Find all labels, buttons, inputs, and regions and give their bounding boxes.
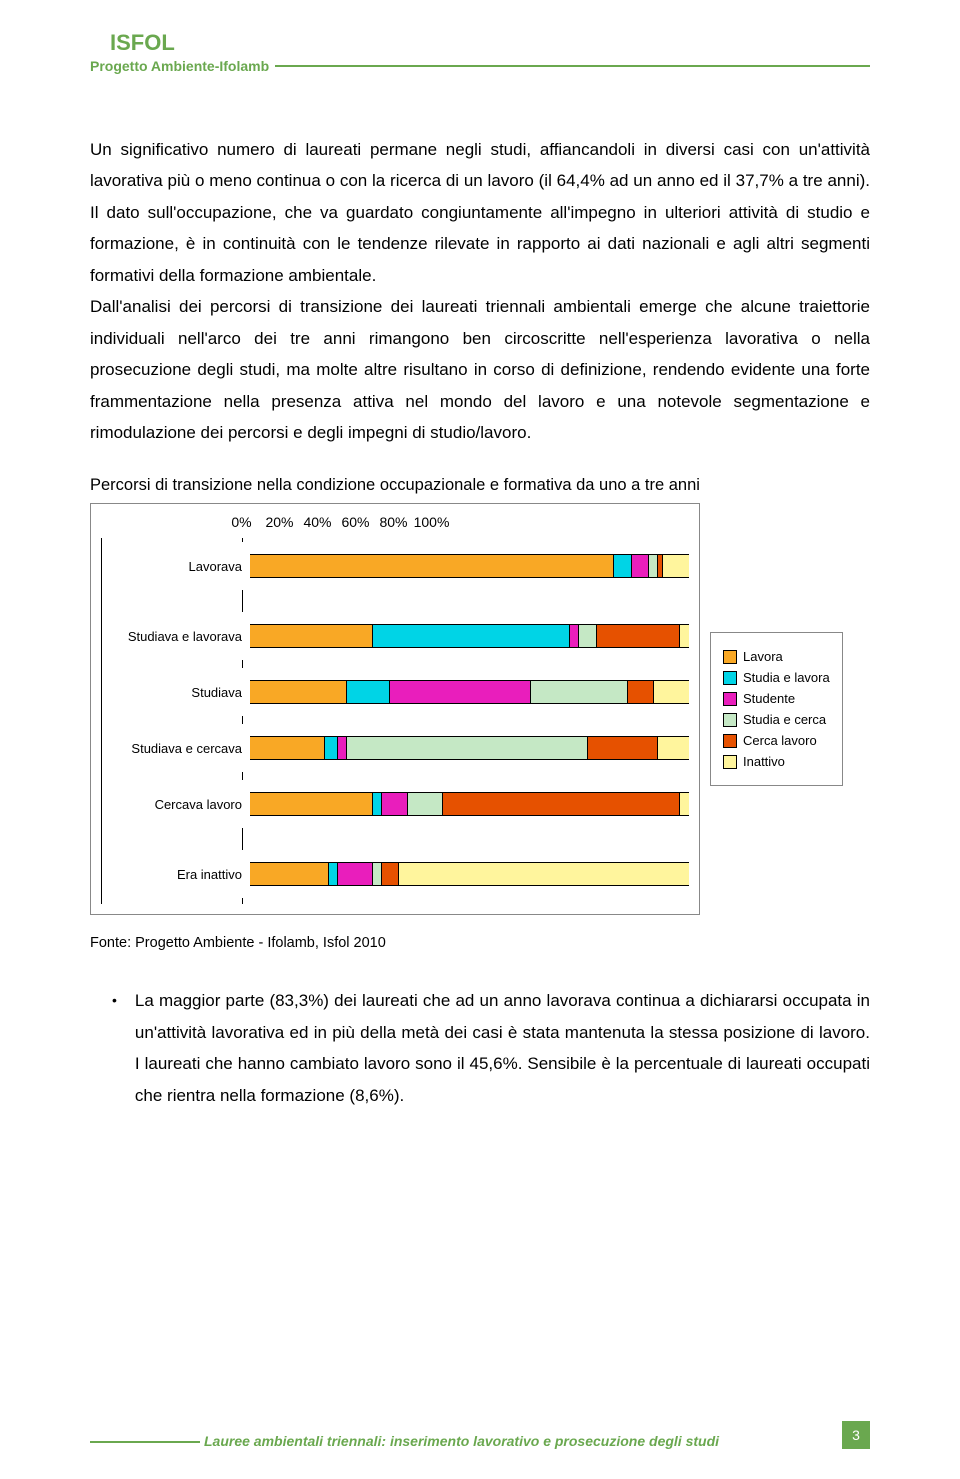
- legend-swatch: [723, 650, 737, 664]
- bullet-item: • La maggior parte (83,3%) dei laureati …: [90, 985, 870, 1111]
- bar-row: Studiava e cercava: [102, 724, 689, 772]
- bar-segment: [531, 681, 628, 703]
- bar-row: Cercava lavoro: [102, 780, 689, 828]
- legend-label: Inattivo: [743, 754, 785, 769]
- bar-segment: [408, 793, 443, 815]
- legend-item: Studente: [723, 691, 830, 706]
- bar-segment: [649, 555, 658, 577]
- bar-segment: [373, 793, 382, 815]
- bar-track: [250, 680, 689, 704]
- axis-tick: 100%: [394, 514, 469, 530]
- footer-rule: [90, 1441, 200, 1443]
- chart-wrap: 0% 20% 40% 60% 80% 100% Lavorava Studiava…: [90, 503, 870, 915]
- chart-box: 0% 20% 40% 60% 80% 100% Lavorava Studiava…: [90, 503, 700, 915]
- bullet-marker: •: [112, 985, 117, 1111]
- chart-title: Percorsi di transizione nella condizione…: [90, 476, 870, 495]
- bar-segment: [347, 737, 588, 759]
- bar-segment: [338, 737, 347, 759]
- plot-area: Lavorava Studiava e lavorava Studiava Studi…: [101, 538, 689, 904]
- x-axis: 0% 20% 40% 60% 80% 100%: [241, 514, 689, 530]
- bar-segment: [579, 625, 597, 647]
- legend-label: Studia e lavora: [743, 670, 830, 685]
- header-title: ISFOL: [110, 30, 870, 56]
- footer-page-number: 3: [842, 1421, 870, 1449]
- legend-label: Cerca lavoro: [743, 733, 817, 748]
- bar-label: Lavorava: [102, 559, 250, 574]
- footer-text: Lauree ambientali triennali: inserimento…: [200, 1433, 842, 1449]
- bar-label: Cercava lavoro: [102, 797, 250, 812]
- legend-label: Studente: [743, 691, 795, 706]
- bar-label: Studiava: [102, 685, 250, 700]
- page: ISFOL Progetto Ambiente-Ifolamb Un signi…: [0, 0, 960, 1479]
- bar-segment: [373, 625, 571, 647]
- legend-swatch: [723, 755, 737, 769]
- page-header: ISFOL Progetto Ambiente-Ifolamb: [90, 30, 870, 74]
- bar-label: Studiava e cercava: [102, 741, 250, 756]
- bar-segment: [680, 793, 689, 815]
- bar-segment: [628, 681, 654, 703]
- bar-label: Era inattivo: [102, 867, 250, 882]
- bar-segment: [680, 625, 689, 647]
- bar-segment: [614, 555, 632, 577]
- legend-label: Lavora: [743, 649, 783, 664]
- bar-track: [250, 862, 689, 886]
- bar-segment: [382, 863, 400, 885]
- bar-segment: [338, 863, 373, 885]
- bar-track: [250, 736, 689, 760]
- bar-segment: [325, 737, 338, 759]
- bar-segment: [250, 863, 329, 885]
- chart-source: Fonte: Progetto Ambiente - Ifolamb, Isfo…: [90, 935, 870, 951]
- bar-segment: [250, 793, 373, 815]
- legend-item: Studia e cerca: [723, 712, 830, 727]
- paragraph-1: Un significativo numero di laureati perm…: [90, 134, 870, 448]
- paragraph-2-text: Dall'analisi dei percorsi di transizione…: [90, 297, 870, 442]
- legend-swatch: [723, 671, 737, 685]
- bar-segment: [632, 555, 650, 577]
- bar-segment: [373, 863, 382, 885]
- bar-track: [250, 554, 689, 578]
- legend-swatch: [723, 713, 737, 727]
- bar-segment: [399, 863, 689, 885]
- page-footer: Lauree ambientali triennali: inserimento…: [90, 1421, 870, 1449]
- legend-label: Studia e cerca: [743, 712, 826, 727]
- bar-segment: [250, 681, 347, 703]
- legend: Lavora Studia e lavora Studente Studia e ce…: [710, 632, 843, 786]
- bar-segment: [443, 793, 680, 815]
- bar-segment: [250, 737, 325, 759]
- bar-segment: [654, 681, 689, 703]
- bar-row: Era inattivo: [102, 850, 689, 898]
- bar-segment: [382, 793, 408, 815]
- bar-segment: [570, 625, 579, 647]
- bar-segment: [329, 863, 338, 885]
- legend-swatch: [723, 692, 737, 706]
- bar-label: Studiava e lavorava: [102, 629, 250, 644]
- header-rule: [275, 65, 870, 67]
- bar-segment: [250, 625, 373, 647]
- header-subtitle: Progetto Ambiente-Ifolamb: [90, 58, 269, 74]
- paragraph-1-text: Un significativo numero di laureati perm…: [90, 140, 870, 285]
- bar-segment: [658, 737, 689, 759]
- header-subtitle-row: Progetto Ambiente-Ifolamb: [90, 58, 870, 74]
- legend-item: Cerca lavoro: [723, 733, 830, 748]
- legend-item: Lavora: [723, 649, 830, 664]
- bar-segment: [597, 625, 680, 647]
- legend-item: Inattivo: [723, 754, 830, 769]
- bar-segment: [588, 737, 658, 759]
- bar-segment: [390, 681, 530, 703]
- legend-swatch: [723, 734, 737, 748]
- bar-segment: [663, 555, 689, 577]
- bar-row: Studiava: [102, 668, 689, 716]
- bar-segment: [250, 555, 614, 577]
- bar-track: [250, 792, 689, 816]
- bar-segment: [347, 681, 391, 703]
- bullet-text: La maggior parte (83,3%) dei laureati ch…: [135, 985, 870, 1111]
- bar-row: Lavorava: [102, 542, 689, 590]
- bar-track: [250, 624, 689, 648]
- legend-item: Studia e lavora: [723, 670, 830, 685]
- bar-row: Studiava e lavorava: [102, 612, 689, 660]
